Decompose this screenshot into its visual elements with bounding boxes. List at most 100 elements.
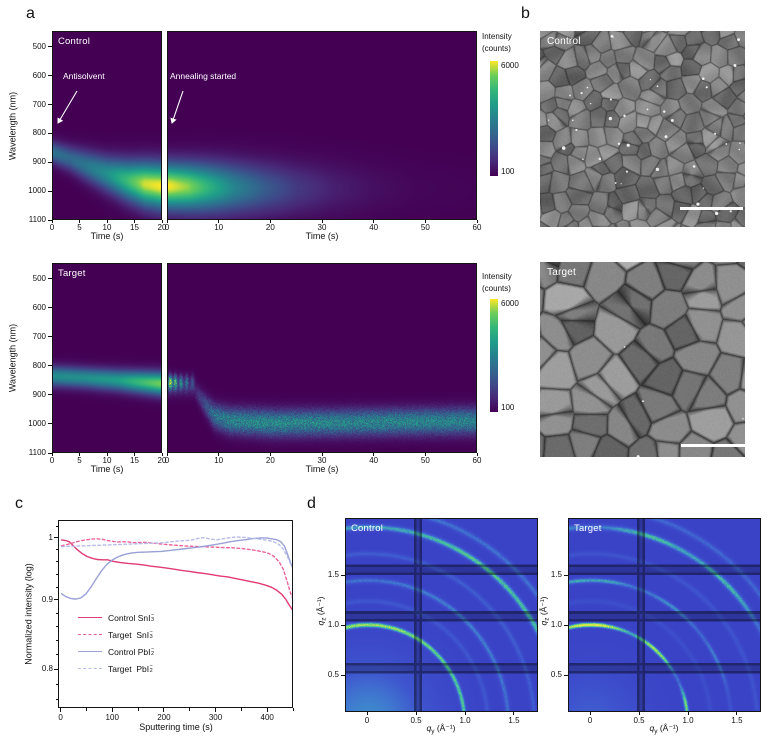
time-tick (106, 220, 108, 223)
legend-line-sample (78, 634, 102, 635)
wavelength-tick (48, 336, 52, 338)
time-tick (51, 453, 53, 456)
wavelength-tick (48, 365, 52, 367)
time-tick-label: 10 (102, 223, 112, 232)
giwaxs-target-canvas (569, 519, 760, 711)
wavelength-tick (48, 307, 52, 309)
annealing-arrow (170, 90, 184, 124)
wavelength-tick (48, 394, 52, 396)
time-tick (134, 220, 135, 223)
time-tick-label: 60 (472, 223, 482, 232)
sputter-y-tick-label: 0.8 (41, 664, 53, 674)
colorbar-title-target: Intensity (counts) (482, 272, 512, 293)
sputter-x-tick-label: 400 (260, 713, 274, 722)
giwaxs-x-tick (366, 712, 368, 715)
wavelength-tick-label: 1000 (28, 186, 46, 196)
pl-heatmap-control-annealing (167, 31, 477, 220)
giwaxs-xlabel-control: qy (Å⁻¹) (426, 723, 456, 735)
wavelength-tick-label: 800 (32, 128, 46, 138)
pl-heatmap-control-spincoating-canvas (53, 32, 161, 219)
colorbar-min-control: 100 (501, 167, 515, 176)
wavelength-axis-label-control: Wavelength (nm) (7, 91, 18, 161)
sputter-y-tick-label: 0.9 (41, 594, 53, 604)
wavelength-tick-label: 1100 (28, 215, 46, 224)
sputter-y-minor-tick (55, 626, 58, 628)
giwaxs-x-tick-label: 1.5 (731, 716, 743, 725)
sputter-y-minor-tick (55, 683, 58, 685)
giwaxs-x-tick-label: 0.5 (633, 716, 645, 725)
giwaxs-x-tick (736, 712, 738, 715)
wavelength-tick-label: 900 (32, 389, 46, 399)
sputter-xlabel: Sputtering time (s) (139, 722, 213, 732)
giwaxs-x-tick-label: 1.0 (682, 716, 694, 725)
giwaxs-x-tick-label: 0 (364, 716, 370, 725)
pl-heatmap-target-spincoating (52, 263, 162, 453)
sem-image-target-canvas (540, 262, 745, 457)
sputter-legend: Control SnI −3 Target SnI −3 Control PbI −2 Ta… (78, 609, 154, 677)
time-tick (269, 453, 271, 456)
time-tick-label: 20 (157, 456, 167, 465)
time-tick-label: 0 (49, 456, 55, 465)
wavelength-tick-label: 500 (32, 273, 46, 283)
giwaxs-x-tick-label: 0 (587, 716, 593, 725)
sputter-y-minor-tick (55, 640, 58, 642)
sem-image-control-canvas (540, 31, 745, 227)
pl-heatmap-control-spincoating (52, 31, 162, 220)
giwaxs-title-control: Control (351, 523, 384, 534)
giwaxs-y-tick-label: 1.0 (327, 620, 339, 629)
time-tick (134, 453, 135, 456)
wavelength-tick-label: 800 (32, 360, 46, 370)
panel-label-d: d (307, 495, 316, 512)
giwaxs-control-canvas (346, 519, 537, 711)
time-axis-label-1: Time (s) (90, 231, 124, 241)
wavelength-tick (48, 132, 52, 134)
time-tick (321, 453, 323, 456)
giwaxs-title-target: Target (574, 523, 602, 534)
legend-label: Control SnI −3 (108, 611, 155, 623)
time-tick-label: 50 (420, 223, 430, 232)
giwaxs-x-tick-label: 0.5 (410, 716, 422, 725)
wavelength-tick-label: 900 (32, 157, 46, 167)
pl-heatmap-target-annealing (167, 263, 477, 453)
legend-item: Target PbI −2 (78, 660, 154, 677)
giwaxs-y-tick (564, 624, 568, 626)
wavelength-tick (48, 423, 52, 425)
legend-label: Target PbI −2 (108, 662, 153, 674)
time-tick (269, 220, 271, 223)
antisolvent-arrow (57, 90, 78, 124)
sputter-y-minor-tick (55, 573, 58, 575)
time-tick (51, 220, 53, 223)
time-tick-label: 20 (265, 223, 275, 232)
wavelength-tick (48, 452, 52, 454)
time-tick (424, 220, 426, 223)
giwaxs-y-tick-label: 1.5 (327, 570, 339, 579)
time-tick (218, 453, 220, 456)
giwaxs-x-tick (415, 712, 417, 715)
time-tick (373, 220, 375, 223)
wavelength-axis-label-target: Wavelength (nm) (7, 323, 18, 393)
time-tick (166, 220, 168, 223)
time-tick (373, 453, 375, 456)
giwaxs-x-tick (589, 712, 591, 715)
time-tick-label: 10 (102, 456, 112, 465)
wavelength-tick (48, 219, 52, 221)
wavelength-tick-label: 600 (32, 302, 46, 312)
scale-bar-target (681, 444, 745, 447)
pl-heatmap-control-annealing-canvas (168, 32, 476, 219)
wavelength-tick (48, 75, 52, 77)
wavelength-tick-label: 1100 (28, 448, 46, 457)
colorbar-max-target: 6000 (501, 299, 519, 308)
sputter-x-minor-tick (189, 708, 191, 711)
time-axis-label-3: Time (s) (90, 464, 124, 474)
colorbar-target (490, 299, 498, 412)
time-tick-label: 10 (214, 223, 224, 232)
time-tick-label: 15 (130, 223, 139, 232)
sputter-x-minor-tick (137, 708, 139, 711)
time-tick-label: 0 (164, 456, 170, 465)
sputter-x-tick-label: 100 (105, 713, 119, 722)
giwaxs-y-tick (564, 674, 568, 676)
pl-heatmap-target-annealing-canvas (168, 264, 476, 452)
giwaxs-y-tick (341, 624, 345, 626)
sputter-x-minor-tick (240, 708, 242, 711)
